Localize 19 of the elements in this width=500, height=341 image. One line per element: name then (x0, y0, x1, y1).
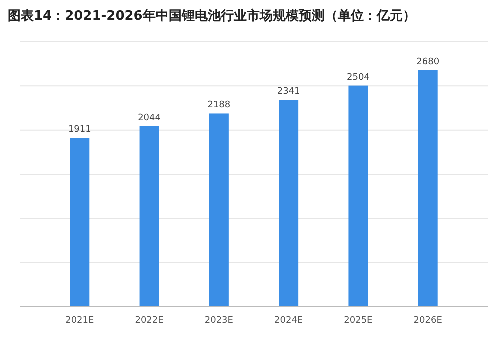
bar (209, 114, 229, 307)
data-label: 2504 (347, 72, 370, 83)
x-tick-label: 2022E (135, 316, 164, 326)
bar (140, 126, 160, 307)
data-label: 2188 (208, 100, 231, 111)
x-tick-label: 2024E (274, 316, 304, 326)
data-label: 2044 (138, 113, 162, 124)
bar (279, 100, 299, 307)
x-tick-label: 2021E (66, 316, 94, 326)
x-tick-label: 2023E (204, 316, 234, 326)
data-label: 2680 (416, 57, 440, 68)
data-label: 1911 (68, 125, 92, 136)
x-tick-label: 2026E (414, 316, 443, 326)
bar (70, 138, 90, 307)
chart-title: 图表14：2021-2026年中国锂电池行业市场规模预测（单位：亿元） (8, 8, 416, 24)
bar (348, 86, 368, 307)
x-tick-label: 2025E (344, 316, 374, 326)
data-label: 2341 (277, 87, 300, 98)
bar (418, 70, 438, 307)
